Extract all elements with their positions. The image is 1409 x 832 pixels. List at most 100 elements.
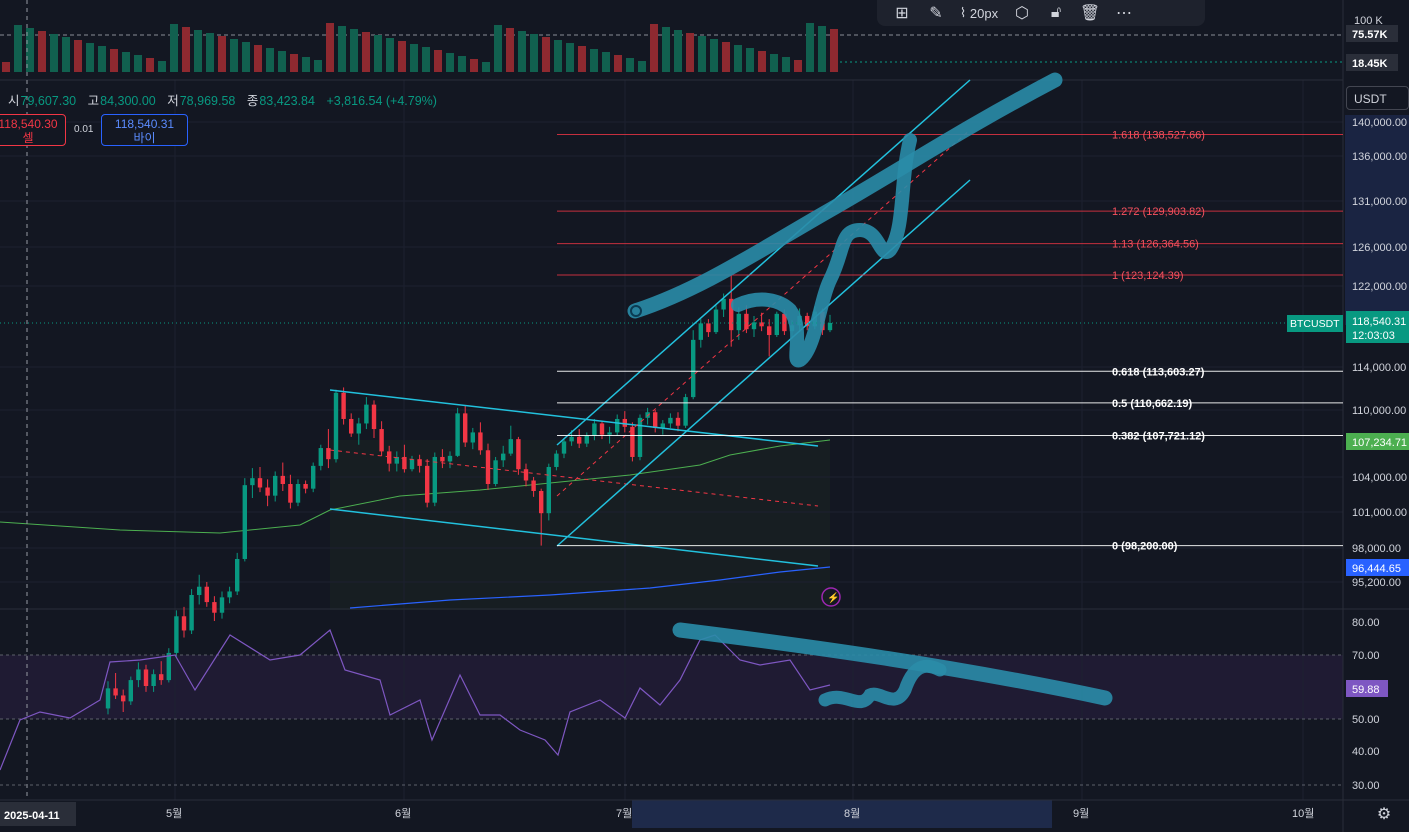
time-axis-label: 7월 (616, 807, 632, 820)
trash-icon[interactable]: 🗑︎ (1079, 5, 1101, 22)
candle-body (447, 455, 453, 462)
time-axis-label: 9월 (1073, 807, 1089, 820)
lightning-icon[interactable] (821, 587, 841, 607)
candle-body (501, 453, 506, 461)
candle-body (432, 456, 437, 503)
candle-body (212, 602, 217, 613)
volume-bar (698, 36, 706, 72)
volume-bar (638, 61, 646, 72)
volume-bar (782, 57, 790, 72)
candle-body (288, 484, 293, 503)
channel-lower-line (329, 508, 819, 567)
candle-body (242, 485, 247, 559)
brush-size-button[interactable]: ⌇ 20px (953, 2, 1005, 24)
volume-bar (530, 34, 538, 72)
brush-icon: ⌇ (959, 5, 970, 20)
volume-bar (386, 38, 394, 72)
fib-level-label: 0.382 (107,721.12) (1112, 431, 1205, 443)
lightning-glyph: ⚡ (827, 591, 839, 604)
candle-body (318, 448, 323, 466)
volume-bar (206, 33, 214, 72)
candle-body (394, 456, 399, 464)
volume-bar (458, 56, 466, 72)
fib-level-label: 1 (123,124.39) (1112, 270, 1184, 282)
sell-button[interactable]: 118,540.30 셀 (0, 114, 66, 146)
currency-select[interactable]: USDT (1346, 86, 1409, 110)
symbol-tag (1287, 315, 1343, 332)
candle-body (721, 298, 726, 310)
ema-green-line (0, 439, 831, 534)
candle-body (691, 339, 696, 398)
volume-bar (50, 34, 58, 72)
candle-body (379, 429, 384, 452)
volume-bar (86, 43, 94, 72)
candle-body (326, 448, 331, 460)
volume-bar (242, 42, 250, 72)
candle-body (295, 484, 301, 503)
brush-size-label: 20px (969, 5, 999, 21)
volume-bar (2, 62, 10, 72)
rsi-axis-tick: 40.00 (1352, 746, 1380, 758)
volume-bar (506, 28, 514, 72)
rsi-freehand-path (818, 659, 947, 709)
candle-body (767, 326, 772, 336)
volume-bar (338, 26, 346, 72)
candle-body (751, 322, 757, 330)
candle-body (463, 413, 468, 443)
gear-icon[interactable]: ⚙ (1376, 806, 1392, 823)
candle-body (729, 298, 734, 331)
volume-bar (182, 27, 190, 72)
candle-body (303, 484, 308, 489)
fib-level-label: 1.272 (129,903.82) (1112, 206, 1205, 218)
price-axis-tick: 101,000.00 (1352, 507, 1407, 519)
candle-body (516, 439, 521, 470)
buy-button[interactable]: 118,540.31 바이 (101, 114, 188, 146)
open-value: 79,607.30 (20, 94, 77, 108)
volume-bar (566, 43, 574, 72)
candle-body (341, 392, 346, 419)
sell-price: 118,540.30 (0, 117, 58, 131)
fib-level-label: 1.618 (138,527.66) (1112, 130, 1205, 142)
volume-bar (818, 26, 826, 72)
candle-body (349, 418, 354, 434)
candle-body (554, 453, 559, 467)
lock-icon[interactable]: 🔓︎ (1050, 4, 1062, 21)
volume-bar (494, 25, 502, 72)
volume-bar (62, 37, 70, 72)
candle-body (235, 558, 240, 592)
price-axis-tick: 122,000.00 (1352, 281, 1407, 293)
volume-bar (146, 58, 154, 72)
candle-body (356, 423, 361, 434)
candle-body (592, 423, 597, 436)
more-icon[interactable]: ⋯ (1116, 5, 1132, 22)
candle-body (121, 695, 126, 702)
rsi-band (0, 655, 1343, 719)
ema-green-label: 107,234.71 (1352, 437, 1407, 449)
settings-hex-icon[interactable]: ⬡ (1015, 5, 1029, 22)
candle-body (561, 441, 567, 454)
candle-body (607, 432, 612, 435)
price-axis-tick: 131,000.00 (1352, 196, 1407, 208)
rsi-axis-tick: 30.00 (1352, 780, 1380, 792)
fib-level-label: 0.5 (110,662.19) (1112, 398, 1192, 410)
template-icon[interactable]: ⊞ (895, 5, 909, 22)
low-value: 78,969.58 (179, 94, 236, 108)
time-highlight-band (632, 800, 1052, 828)
candle-body (280, 475, 285, 484)
candle-body (523, 469, 529, 481)
rsi-value-tag (1346, 680, 1388, 697)
candle-body (159, 674, 164, 681)
volume-avg-label: 75.57K (1352, 29, 1388, 41)
pencil-icon[interactable]: ✎ (929, 5, 943, 22)
price-axis-tick: 114,000.00 (1352, 362, 1406, 374)
price-axis-tick: 95,200.00 (1352, 577, 1401, 589)
candle-body (227, 591, 232, 598)
drawing-toolbar: ⊞ ✎ ⌇ 20px ⬡ 🔓︎ 🗑︎ ⋯ (877, 0, 1205, 26)
volume-bar (830, 29, 838, 72)
axis-highlight-band (1345, 115, 1409, 325)
volume-bar (518, 31, 526, 72)
price-axis-tick: 104,000.00 (1352, 472, 1407, 484)
volume-bar (170, 24, 178, 72)
candle-body (333, 392, 339, 460)
